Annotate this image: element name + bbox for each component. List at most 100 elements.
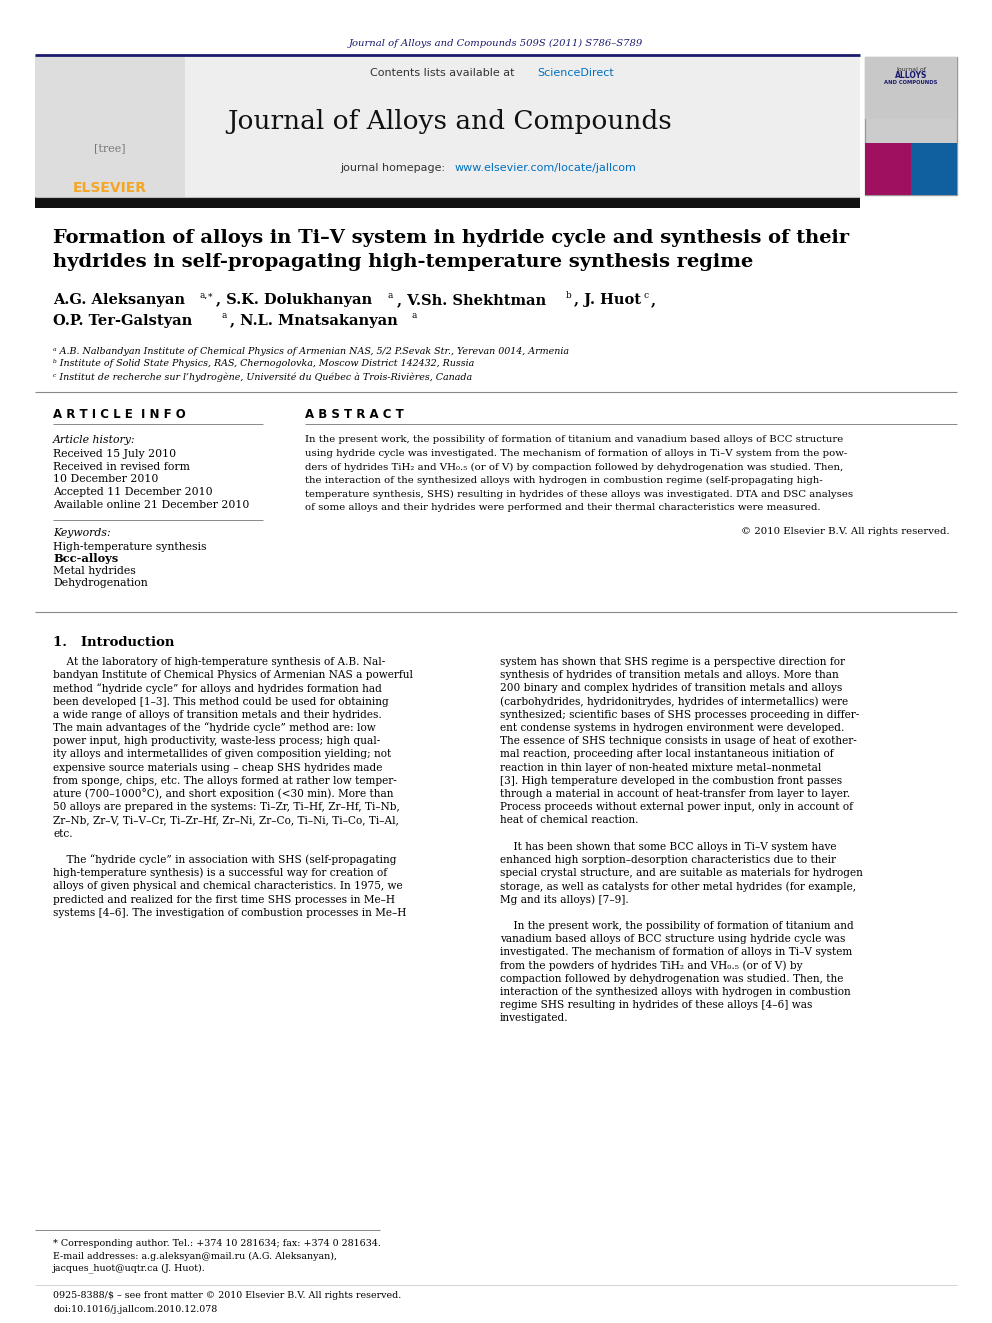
Text: , J. Huot: , J. Huot xyxy=(574,292,641,307)
Text: from the powders of hydrides TiH₂ and VH₀.₅ (or of V) by: from the powders of hydrides TiH₂ and VH… xyxy=(500,960,803,971)
Text: , V.Sh. Shekhtman: , V.Sh. Shekhtman xyxy=(397,292,547,307)
Text: ᵃ A.B. Nalbandyan Institute of Chemical Physics of Armenian NAS, 5/2 P.Sevak Str: ᵃ A.B. Nalbandyan Institute of Chemical … xyxy=(53,347,569,356)
Text: from sponge, chips, etc. The alloys formed at rather low temper-: from sponge, chips, etc. The alloys form… xyxy=(53,775,397,786)
Text: journal homepage:: journal homepage: xyxy=(340,163,448,173)
Text: (carbohydrides, hydridonitrydes, hydrides of intermetallics) were: (carbohydrides, hydridonitrydes, hydride… xyxy=(500,696,848,706)
Text: compaction followed by dehydrogenation was studied. Then, the: compaction followed by dehydrogenation w… xyxy=(500,974,843,984)
Text: Metal hydrides: Metal hydrides xyxy=(53,566,136,576)
Text: , N.L. Mnatsakanyan: , N.L. Mnatsakanyan xyxy=(230,314,398,328)
Text: jacques_huot@uqtr.ca (J. Huot).: jacques_huot@uqtr.ca (J. Huot). xyxy=(53,1263,205,1273)
Text: 10 December 2010: 10 December 2010 xyxy=(53,474,159,484)
Text: 0925-8388/$ – see front matter © 2010 Elsevier B.V. All rights reserved.: 0925-8388/$ – see front matter © 2010 El… xyxy=(53,1291,401,1301)
Text: The main advantages of the “hydride cycle” method are: low: The main advantages of the “hydride cycl… xyxy=(53,722,376,733)
Text: predicted and realized for the first time SHS processes in Me–H: predicted and realized for the first tim… xyxy=(53,894,395,905)
Text: system has shown that SHS regime is a perspective direction for: system has shown that SHS regime is a pe… xyxy=(500,658,845,667)
Text: The essence of SHS technique consists in usage of heat of exother-: The essence of SHS technique consists in… xyxy=(500,736,857,746)
Text: ent condense systems in hydrogen environment were developed.: ent condense systems in hydrogen environ… xyxy=(500,722,844,733)
Text: synthesized; scientific bases of SHS processes proceeding in differ-: synthesized; scientific bases of SHS pro… xyxy=(500,710,859,720)
Text: using hydride cycle was investigated. The mechanism of formation of alloys in Ti: using hydride cycle was investigated. Th… xyxy=(305,448,847,458)
Text: a: a xyxy=(412,311,418,320)
Text: power input, high productivity, waste-less process; high qual-: power input, high productivity, waste-le… xyxy=(53,736,380,746)
Text: b: b xyxy=(566,291,571,299)
Text: In the present work, the possibility of formation of titanium and: In the present work, the possibility of … xyxy=(500,921,854,931)
Text: a,∗: a,∗ xyxy=(200,291,214,299)
Text: mal reaction, proceeding after local instantaneous initiation of: mal reaction, proceeding after local ins… xyxy=(500,749,833,759)
Text: Process proceeds without external power input, only in account of: Process proceeds without external power … xyxy=(500,802,853,812)
Text: ELSEVIER: ELSEVIER xyxy=(73,181,147,194)
Text: ity alloys and intermetallides of given composition yielding; not: ity alloys and intermetallides of given … xyxy=(53,749,391,759)
Text: AND COMPOUNDS: AND COMPOUNDS xyxy=(884,81,937,86)
Text: been developed [1–3]. This method could be used for obtaining: been developed [1–3]. This method could … xyxy=(53,697,389,706)
Text: ᶜ Institut de recherche sur l’hydrogène, Université du Québec à Trois-Rivières, : ᶜ Institut de recherche sur l’hydrogène,… xyxy=(53,372,472,382)
Text: c: c xyxy=(643,291,648,299)
Text: In the present work, the possibility of formation of titanium and vanadium based: In the present work, the possibility of … xyxy=(305,435,843,445)
Text: ALLOYS: ALLOYS xyxy=(895,71,928,81)
Text: ᵇ Institute of Solid State Physics, RAS, Chernogolovka, Moscow District 142432, : ᵇ Institute of Solid State Physics, RAS,… xyxy=(53,360,474,369)
Text: 200 binary and complex hydrides of transition metals and alloys: 200 binary and complex hydrides of trans… xyxy=(500,684,842,693)
Text: A.G. Aleksanyan: A.G. Aleksanyan xyxy=(53,292,185,307)
Text: alloys of given physical and chemical characteristics. In 1975, we: alloys of given physical and chemical ch… xyxy=(53,881,403,892)
Text: O.P. Ter-Galstyan: O.P. Ter-Galstyan xyxy=(53,314,192,328)
Text: Journal of Alloys and Compounds 509S (2011) S786–S789: Journal of Alloys and Compounds 509S (20… xyxy=(349,38,643,48)
Text: hydrides in self-propagating high-temperature synthesis regime: hydrides in self-propagating high-temper… xyxy=(53,253,753,271)
Text: ScienceDirect: ScienceDirect xyxy=(537,67,614,78)
FancyBboxPatch shape xyxy=(35,56,185,197)
Text: ature (700–1000°C), and short exposition (<30 min). More than: ature (700–1000°C), and short exposition… xyxy=(53,789,394,799)
Text: a wide range of alloys of transition metals and their hydrides.: a wide range of alloys of transition met… xyxy=(53,710,382,720)
Text: * Corresponding author. Tel.: +374 10 281634; fax: +374 0 281634.: * Corresponding author. Tel.: +374 10 28… xyxy=(53,1238,381,1248)
Text: synthesis of hydrides of transition metals and alloys. More than: synthesis of hydrides of transition meta… xyxy=(500,671,839,680)
Text: Available online 21 December 2010: Available online 21 December 2010 xyxy=(53,500,249,509)
Text: www.elsevier.com/locate/jallcom: www.elsevier.com/locate/jallcom xyxy=(455,163,637,173)
Text: investigated. The mechanism of formation of alloys in Ti–V system: investigated. The mechanism of formation… xyxy=(500,947,852,958)
Text: At the laboratory of high-temperature synthesis of A.B. Nal-: At the laboratory of high-temperature sy… xyxy=(53,658,385,667)
FancyBboxPatch shape xyxy=(865,57,957,194)
Text: special crystal structure, and are suitable as materials for hydrogen: special crystal structure, and are suita… xyxy=(500,868,863,878)
Text: expensive source materials using – cheap SHS hydrides made: expensive source materials using – cheap… xyxy=(53,762,382,773)
Text: doi:10.1016/j.jallcom.2010.12.078: doi:10.1016/j.jallcom.2010.12.078 xyxy=(53,1304,217,1314)
Text: reaction in thin layer of non-heated mixture metal–nonmetal: reaction in thin layer of non-heated mix… xyxy=(500,762,821,773)
Text: [3]. High temperature developed in the combustion front passes: [3]. High temperature developed in the c… xyxy=(500,775,842,786)
Text: regime SHS resulting in hydrides of these alloys [4–6] was: regime SHS resulting in hydrides of thes… xyxy=(500,1000,812,1011)
FancyBboxPatch shape xyxy=(911,143,957,194)
Text: Received in revised form: Received in revised form xyxy=(53,462,189,472)
Text: It has been shown that some BCC alloys in Ti–V system have: It has been shown that some BCC alloys i… xyxy=(500,841,836,852)
Text: vanadium based alloys of BCC structure using hydride cycle was: vanadium based alloys of BCC structure u… xyxy=(500,934,845,945)
FancyBboxPatch shape xyxy=(35,197,860,208)
Text: Accepted 11 December 2010: Accepted 11 December 2010 xyxy=(53,487,212,497)
Text: Formation of alloys in Ti–V system in hydride cycle and synthesis of their: Formation of alloys in Ti–V system in hy… xyxy=(53,229,849,247)
Text: Received 15 July 2010: Received 15 July 2010 xyxy=(53,448,177,459)
Text: of some alloys and their hydrides were performed and their thermal characteristi: of some alloys and their hydrides were p… xyxy=(305,503,820,512)
Text: Keywords:: Keywords: xyxy=(53,528,111,538)
Text: interaction of the synthesized alloys with hydrogen in combustion: interaction of the synthesized alloys wi… xyxy=(500,987,851,998)
FancyBboxPatch shape xyxy=(35,56,860,197)
Text: heat of chemical reaction.: heat of chemical reaction. xyxy=(500,815,639,826)
Text: a: a xyxy=(388,291,394,299)
Text: the interaction of the synthesized alloys with hydrogen in combustion regime (se: the interaction of the synthesized alloy… xyxy=(305,476,822,486)
Text: Journal of Alloys and Compounds: Journal of Alloys and Compounds xyxy=(227,110,673,135)
Text: ,: , xyxy=(651,292,656,307)
Text: A B S T R A C T: A B S T R A C T xyxy=(305,409,404,422)
Text: a: a xyxy=(222,311,227,320)
FancyBboxPatch shape xyxy=(865,57,957,119)
Text: high-temperature synthesis) is a successful way for creation of: high-temperature synthesis) is a success… xyxy=(53,868,387,878)
Text: , S.K. Dolukhanyan: , S.K. Dolukhanyan xyxy=(216,292,372,307)
Text: High-temperature synthesis: High-temperature synthesis xyxy=(53,542,206,552)
Text: 50 alloys are prepared in the systems: Ti–Zr, Ti–Hf, Zr–Hf, Ti–Nb,: 50 alloys are prepared in the systems: T… xyxy=(53,802,400,812)
Text: [tree]: [tree] xyxy=(94,143,126,153)
FancyBboxPatch shape xyxy=(865,143,911,194)
Text: ders of hydrides TiH₂ and VH₀.₅ (or of V) by compaction followed by dehydrogenat: ders of hydrides TiH₂ and VH₀.₅ (or of V… xyxy=(305,463,843,471)
Text: enhanced high sorption–desorption characteristics due to their: enhanced high sorption–desorption charac… xyxy=(500,855,836,865)
Text: Dehydrogenation: Dehydrogenation xyxy=(53,578,148,587)
Text: investigated.: investigated. xyxy=(500,1013,568,1024)
Text: Mg and its alloys) [7–9].: Mg and its alloys) [7–9]. xyxy=(500,894,629,905)
Text: Article history:: Article history: xyxy=(53,435,136,445)
Text: Zr–Nb, Zr–V, Ti–V–Cr, Ti–Zr–Hf, Zr–Ni, Zr–Co, Ti–Ni, Ti–Co, Ti–Al,: Zr–Nb, Zr–V, Ti–V–Cr, Ti–Zr–Hf, Zr–Ni, Z… xyxy=(53,815,399,826)
Text: The “hydride cycle” in association with SHS (self-propagating: The “hydride cycle” in association with … xyxy=(53,855,397,865)
Text: storage, as well as catalysts for other metal hydrides (for example,: storage, as well as catalysts for other … xyxy=(500,881,856,892)
Text: through a material in account of heat-transfer from layer to layer.: through a material in account of heat-tr… xyxy=(500,789,850,799)
Text: Contents lists available at: Contents lists available at xyxy=(370,67,518,78)
Text: 1.   Introduction: 1. Introduction xyxy=(53,635,175,648)
Text: E-mail addresses: a.g.aleksyan@mail.ru (A.G. Aleksanyan),: E-mail addresses: a.g.aleksyan@mail.ru (… xyxy=(53,1252,337,1261)
Text: systems [4–6]. The investigation of combustion processes in Me–H: systems [4–6]. The investigation of comb… xyxy=(53,908,407,918)
Text: temperature synthesis, SHS) resulting in hydrides of these alloys was investigat: temperature synthesis, SHS) resulting in… xyxy=(305,490,853,499)
